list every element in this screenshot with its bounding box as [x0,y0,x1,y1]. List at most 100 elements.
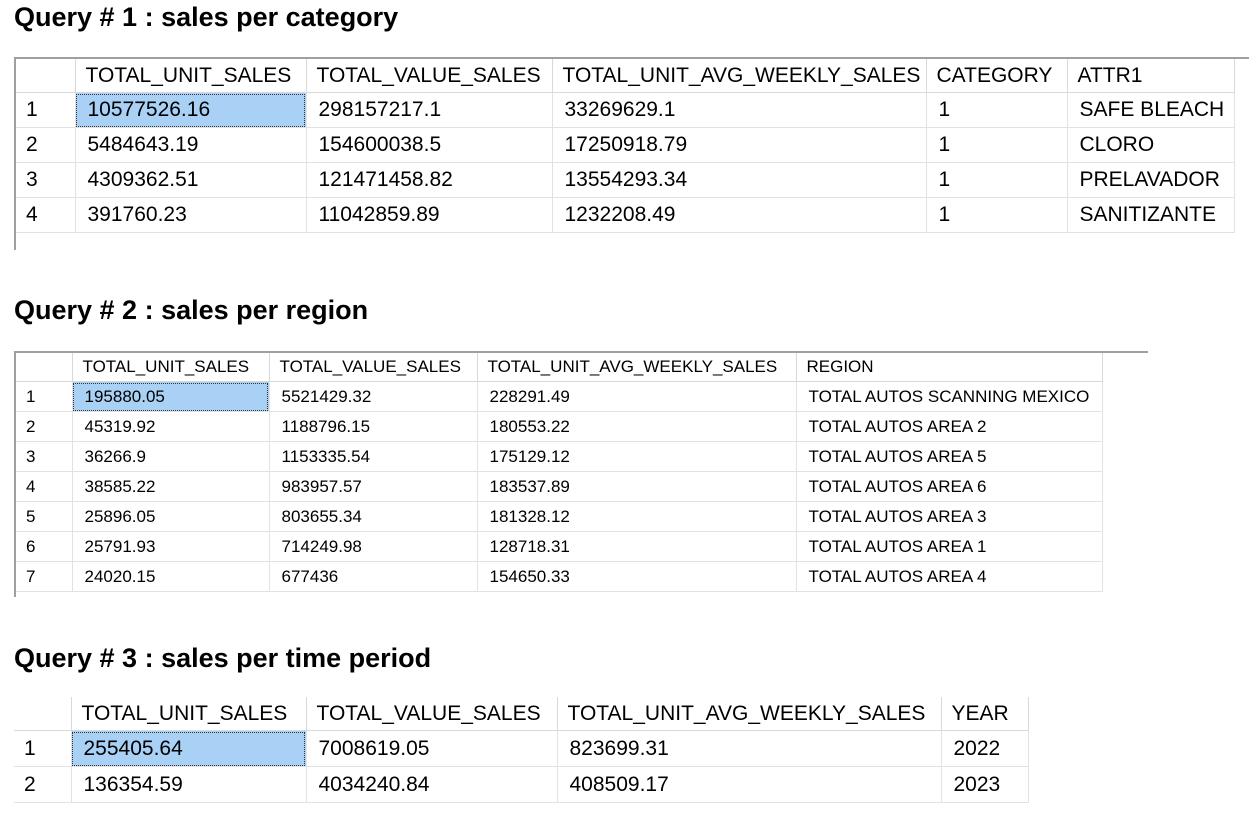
table-cell[interactable]: 121471458.82 [306,162,553,198]
column-header-total-value-sales[interactable]: TOTAL_VALUE_SALES [269,353,478,382]
table-cell[interactable]: 1188796.15 [269,411,478,442]
table-row[interactable]: 2 5484643.19 154600038.5 17250918.79 1 C… [16,127,1235,163]
row-number-cell[interactable]: 1 [16,381,73,412]
column-header-total-value-sales[interactable]: TOTAL_VALUE_SALES [306,697,558,731]
row-number-cell[interactable]: 6 [16,531,73,562]
table-row[interactable]: 7 24020.15 677436 154650.33 TOTAL AUTOS … [16,561,1103,592]
column-header-total-unit-sales[interactable]: TOTAL_UNIT_SALES [75,59,307,93]
table-cell[interactable]: TOTAL AUTOS AREA 5 [796,441,1103,472]
column-header-total-unit-avg-weekly-sales[interactable]: TOTAL_UNIT_AVG_WEEKLY_SALES [557,697,942,731]
table-cell[interactable]: CLORO [1067,127,1235,163]
table-row[interactable]: 4 38585.22 983957.57 183537.89 TOTAL AUT… [16,471,1103,502]
table-cell[interactable]: TOTAL AUTOS SCANNING MEXICO [796,381,1103,412]
table-cell[interactable]: 24020.15 [72,561,270,592]
table-row[interactable]: 3 4309362.51 121471458.82 13554293.34 1 … [16,162,1235,198]
grid-corner-cell[interactable] [16,353,73,382]
table-cell[interactable]: TOTAL AUTOS AREA 3 [796,501,1103,532]
row-number-cell[interactable]: 3 [16,162,76,198]
column-header-category[interactable]: CATEGORY [926,59,1068,93]
table-cell[interactable]: 803655.34 [269,501,478,532]
table-row[interactable]: 1 255405.64 7008619.05 823699.31 2022 [14,730,1029,767]
table-cell[interactable]: 2023 [941,766,1029,803]
row-number-cell[interactable]: 4 [16,471,73,502]
table-cell[interactable]: 38585.22 [72,471,270,502]
table-cell[interactable]: 180553.22 [477,411,797,442]
row-number-cell[interactable]: 5 [16,501,73,532]
table-row[interactable]: 1 195880.05 5521429.32 228291.49 TOTAL A… [16,381,1103,412]
row-number-cell[interactable]: 2 [16,127,76,163]
column-header-total-unit-avg-weekly-sales[interactable]: TOTAL_UNIT_AVG_WEEKLY_SALES [552,59,927,93]
table-row[interactable]: 5 25896.05 803655.34 181328.12 TOTAL AUT… [16,501,1103,532]
table-cell[interactable]: 4309362.51 [75,162,307,198]
column-header-attr1[interactable]: ATTR1 [1067,59,1235,93]
row-number-cell[interactable]: 2 [16,411,73,442]
table-cell[interactable]: TOTAL AUTOS AREA 1 [796,531,1103,562]
column-header-year[interactable]: YEAR [941,697,1029,731]
results-grid-1[interactable]: TOTAL_UNIT_SALES TOTAL_VALUE_SALES TOTAL… [16,59,1235,233]
table-cell[interactable]: SANITIZANTE [1067,197,1235,233]
table-cell[interactable]: 228291.49 [477,381,797,412]
table-cell[interactable]: 154600038.5 [306,127,553,163]
table-cell[interactable]: SAFE BLEACH [1067,92,1235,128]
table-cell[interactable]: 154650.33 [477,561,797,592]
table-cell[interactable]: 823699.31 [557,730,942,767]
table-cell[interactable]: 11042859.89 [306,197,553,233]
table-cell[interactable]: 7008619.05 [306,730,558,767]
table-cell[interactable]: 33269629.1 [552,92,927,128]
row-number-cell[interactable]: 4 [16,197,76,233]
table-cell[interactable]: 5484643.19 [75,127,307,163]
results-grid-2[interactable]: TOTAL_UNIT_SALES TOTAL_VALUE_SALES TOTAL… [16,353,1103,592]
table-row[interactable]: 6 25791.93 714249.98 128718.31 TOTAL AUT… [16,531,1103,562]
selected-cell[interactable]: 255405.64 [71,730,307,767]
table-cell[interactable]: 45319.92 [72,411,270,442]
table-row[interactable]: 3 36266.9 1153335.54 175129.12 TOTAL AUT… [16,441,1103,472]
table-cell[interactable]: 36266.9 [72,441,270,472]
table-cell[interactable]: TOTAL AUTOS AREA 6 [796,471,1103,502]
table-cell[interactable]: 391760.23 [75,197,307,233]
table-cell[interactable]: PRELAVADOR [1067,162,1235,198]
row-number-cell[interactable]: 2 [14,766,72,803]
table-cell[interactable]: 1 [926,127,1068,163]
table-cell[interactable]: 1 [926,162,1068,198]
row-number-cell[interactable]: 7 [16,561,73,592]
table-cell[interactable]: 17250918.79 [552,127,927,163]
table-row[interactable]: 1 10577526.16 298157217.1 33269629.1 1 S… [16,92,1235,128]
table-cell[interactable]: 677436 [269,561,478,592]
table-cell[interactable]: 5521429.32 [269,381,478,412]
table-cell[interactable]: TOTAL AUTOS AREA 2 [796,411,1103,442]
table-cell[interactable]: 25791.93 [72,531,270,562]
table-cell[interactable]: 13554293.34 [552,162,927,198]
results-grid-3[interactable]: TOTAL_UNIT_SALES TOTAL_VALUE_SALES TOTAL… [14,697,1029,803]
row-number-cell[interactable]: 3 [16,441,73,472]
grid-corner-cell[interactable] [14,697,72,731]
table-row[interactable]: 2 45319.92 1188796.15 180553.22 TOTAL AU… [16,411,1103,442]
column-header-region[interactable]: REGION [796,353,1103,382]
grid-corner-cell[interactable] [16,59,76,93]
table-cell[interactable]: 181328.12 [477,501,797,532]
row-number-cell[interactable]: 1 [14,730,72,767]
table-cell[interactable]: 1 [926,197,1068,233]
table-cell[interactable]: 408509.17 [557,766,942,803]
table-cell[interactable]: 183537.89 [477,471,797,502]
table-row[interactable]: 2 136354.59 4034240.84 408509.17 2023 [14,766,1029,803]
table-cell[interactable]: 4034240.84 [306,766,558,803]
table-cell[interactable]: 983957.57 [269,471,478,502]
row-number-cell[interactable]: 1 [16,92,76,128]
column-header-total-unit-sales[interactable]: TOTAL_UNIT_SALES [71,697,307,731]
table-cell[interactable]: 714249.98 [269,531,478,562]
table-cell[interactable]: 136354.59 [71,766,307,803]
table-cell[interactable]: TOTAL AUTOS AREA 4 [796,561,1103,592]
table-cell[interactable]: 128718.31 [477,531,797,562]
selected-cell[interactable]: 10577526.16 [75,92,307,128]
table-cell[interactable]: 1 [926,92,1068,128]
table-row[interactable]: 4 391760.23 11042859.89 1232208.49 1 SAN… [16,197,1235,233]
column-header-total-unit-sales[interactable]: TOTAL_UNIT_SALES [72,353,270,382]
column-header-total-unit-avg-weekly-sales[interactable]: TOTAL_UNIT_AVG_WEEKLY_SALES [477,353,797,382]
table-cell[interactable]: 1232208.49 [552,197,927,233]
table-cell[interactable]: 2022 [941,730,1029,767]
selected-cell[interactable]: 195880.05 [72,381,270,412]
table-cell[interactable]: 175129.12 [477,441,797,472]
table-cell[interactable]: 1153335.54 [269,441,478,472]
table-cell[interactable]: 298157217.1 [306,92,553,128]
table-cell[interactable]: 25896.05 [72,501,270,532]
